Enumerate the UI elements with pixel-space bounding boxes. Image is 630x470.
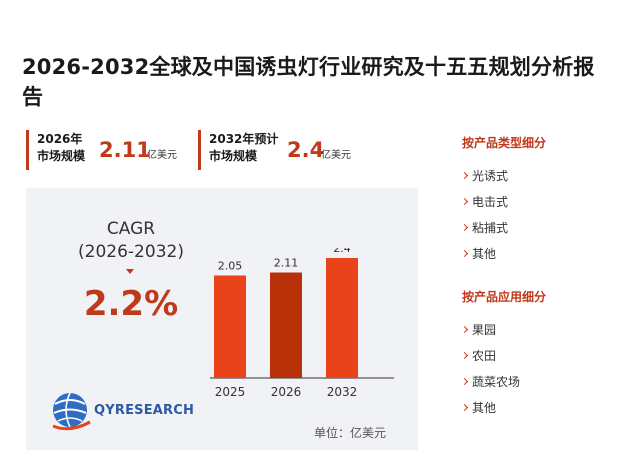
segment-type-list: 光诱式 电击式 粘捕式 其他 bbox=[462, 167, 612, 263]
logo-text: QYRESEARCH bbox=[94, 403, 195, 418]
stat-label-line2: 市场规模 bbox=[209, 149, 258, 163]
bar-2032 bbox=[326, 258, 358, 378]
globe-icon bbox=[52, 392, 91, 431]
segment-type-title: 按产品类型细分 bbox=[462, 136, 547, 150]
segment-app-item: 其他 bbox=[462, 399, 612, 417]
segment-type-item: 其他 bbox=[462, 245, 612, 263]
cagr-value: 2.2% bbox=[83, 284, 179, 324]
report-title: 2026-2032全球及中国诱虫灯行业研究及十五五规划分析报告 bbox=[22, 55, 595, 109]
stat-2026-market-size: 2026年 市场规模 2.11 亿美元 bbox=[26, 130, 196, 170]
stat-value: 2.11 bbox=[99, 138, 151, 162]
segment-type-item: 电击式 bbox=[462, 193, 612, 211]
segment-app-item: 果园 bbox=[462, 321, 612, 339]
x-tick-label-2032: 2032 bbox=[327, 385, 358, 399]
unit-note: 单位：亿美元 bbox=[314, 426, 387, 440]
stat-label: 2032年预计 市场规模 bbox=[209, 131, 278, 165]
data-label-2032: 2.4 bbox=[333, 248, 351, 255]
segment-app-title: 按产品应用细分 bbox=[462, 290, 547, 304]
data-label-2026: 2.11 bbox=[274, 257, 299, 270]
x-tick-label-2025: 2025 bbox=[215, 385, 246, 399]
bar-2026 bbox=[270, 272, 302, 378]
segment-type-item: 光诱式 bbox=[462, 167, 612, 185]
stat-label-line1: 2032年预计 bbox=[209, 132, 279, 146]
bar-chart: 2.05 2025 2.11 2026 2.4 2032 bbox=[210, 248, 394, 399]
stat-unit: 亿美元 bbox=[321, 150, 351, 161]
stat-label-line2: 市场规模 bbox=[37, 149, 86, 163]
chart-panel: CAGR (2026-2032) 2.2% QYRESEARCH 2.05 202… bbox=[26, 188, 418, 450]
caret-down-icon bbox=[126, 269, 134, 274]
segment-app-list: 果园 农田 蔬菜农场 其他 bbox=[462, 321, 612, 417]
cagr-period: (2026-2032) bbox=[78, 242, 184, 262]
stat-label-line1: 2026年 bbox=[37, 132, 83, 146]
segment-by-type: 按产品类型细分 光诱式 电击式 粘捕式 其他 bbox=[462, 134, 612, 271]
segment-by-application: 按产品应用细分 果园 农田 蔬菜农场 其他 bbox=[462, 288, 612, 425]
stat-2032-market-size: 2032年预计 市场规模 2.4 亿美元 bbox=[198, 130, 368, 170]
segment-app-item: 农田 bbox=[462, 347, 612, 365]
qyresearch-logo: QYRESEARCH bbox=[50, 386, 194, 436]
segment-type-item: 粘捕式 bbox=[462, 219, 612, 237]
data-label-2025: 2.05 bbox=[218, 260, 243, 273]
segment-app-item: 蔬菜农场 bbox=[462, 373, 612, 391]
stat-label: 2026年 市场规模 bbox=[37, 131, 85, 165]
bar-2025 bbox=[214, 275, 246, 378]
stat-unit: 亿美元 bbox=[147, 150, 177, 161]
x-tick-label-2026: 2026 bbox=[271, 385, 302, 399]
cagr-label: CAGR bbox=[106, 219, 156, 239]
stat-value: 2.4 bbox=[287, 138, 325, 162]
